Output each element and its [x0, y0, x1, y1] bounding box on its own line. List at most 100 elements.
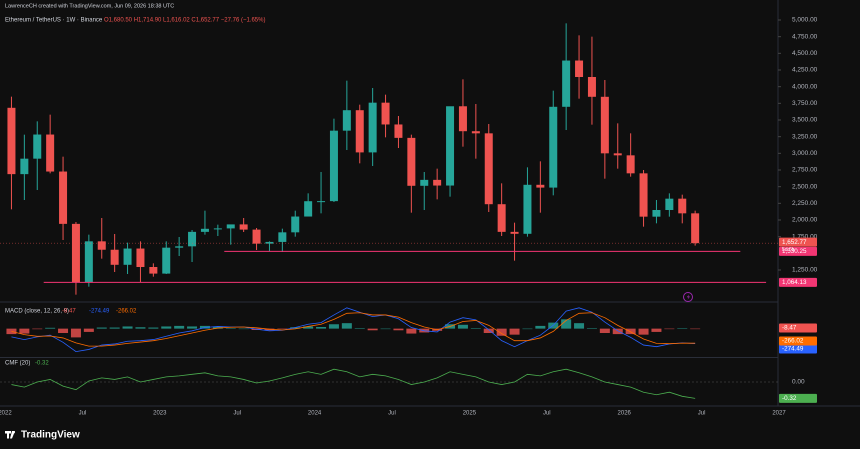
x-tick-label: Jul	[233, 411, 241, 417]
macd-legend-value: -274.49	[89, 309, 110, 315]
macd-histogram-bar	[341, 323, 352, 329]
symbol: Ethereum / TetherUS · 1W · Binance	[5, 18, 103, 24]
macd-histogram-bar	[586, 328, 597, 329]
candle-body	[484, 133, 493, 205]
macd-value-label-box	[779, 323, 817, 333]
macd-value-label: -274.49	[782, 346, 804, 353]
candle-body	[20, 158, 29, 175]
level-label: 1,064.13	[782, 279, 807, 286]
y-tick-label: 1,750.00	[792, 233, 818, 240]
candle-body	[252, 229, 261, 244]
candle-body	[329, 130, 338, 202]
macd-histogram-bar	[161, 326, 172, 329]
y-tick-label: 4,500.00	[792, 50, 818, 57]
candle-body	[304, 201, 313, 217]
candle-body	[613, 153, 622, 156]
candle-body	[239, 224, 248, 230]
macd-value-label: -8.47	[782, 325, 797, 332]
candle-body	[291, 216, 300, 233]
macd-line	[11, 312, 696, 347]
candle-body	[175, 246, 184, 248]
cmf-title: CMF (20)	[5, 361, 30, 367]
macd-histogram-bar	[45, 327, 56, 329]
macd-histogram-bar	[83, 328, 94, 332]
candle-body	[420, 179, 429, 186]
x-tick-label: Jul	[79, 411, 87, 417]
last-price-label: 1,652.77	[782, 239, 807, 246]
y-tick-label: 3,250.00	[792, 133, 818, 140]
candle-body	[433, 179, 442, 186]
event-icon[interactable]	[683, 292, 693, 302]
macd-histogram-bar	[406, 328, 417, 334]
candle-body	[162, 247, 171, 274]
macd-histogram-bar	[19, 328, 30, 334]
y-tick-label: 4,000.00	[792, 83, 818, 90]
macd-histogram-bar	[393, 328, 404, 331]
candle-body	[536, 184, 545, 188]
y-tick-label: 3,000.00	[792, 150, 818, 157]
macd-histogram-bar	[328, 324, 339, 329]
candle-body	[575, 60, 584, 77]
candle-body	[46, 134, 55, 172]
x-tick-label: 2026	[618, 411, 632, 417]
candle-body	[678, 198, 687, 214]
macd-histogram-bar	[148, 327, 159, 329]
x-tick-label: 2027	[772, 411, 786, 417]
x-tick-label: 2024	[308, 411, 322, 417]
macd-histogram-bar	[135, 327, 146, 329]
macd-histogram-bar	[690, 328, 701, 330]
macd-histogram-bar	[96, 327, 107, 329]
macd-title: MACD (close, 12, 26, 9)	[5, 309, 69, 315]
macd-histogram-bar	[380, 328, 391, 330]
candle-body	[355, 110, 364, 153]
macd-histogram-bar	[457, 324, 468, 329]
level-label-box	[779, 246, 817, 256]
macd-histogram-bar	[664, 328, 675, 330]
macd-line	[11, 307, 696, 353]
candle-body	[368, 102, 377, 153]
candle-body	[188, 231, 197, 247]
macd-histogram-bar	[290, 327, 301, 329]
macd-histogram-bar	[225, 328, 236, 329]
candle-body	[342, 110, 351, 131]
y-tick-label: 0.00	[792, 379, 805, 386]
level-label: 1,530.25	[782, 248, 807, 255]
x-tick-label: Jul	[388, 411, 396, 417]
candle-body	[691, 213, 700, 244]
candle-body	[136, 248, 145, 267]
ohlc: O1,680.50 H1,714.90 L1,616.02 C1,652.77 …	[104, 18, 265, 24]
cmf-legend-value: -0.32	[35, 361, 49, 367]
macd-histogram-bar	[58, 328, 69, 334]
x-tick-label: Jul	[543, 411, 551, 417]
macd-histogram-bar	[354, 328, 365, 329]
macd-histogram-bar	[638, 328, 649, 335]
x-tick-label: 2023	[153, 411, 167, 417]
level-label-box	[779, 277, 817, 287]
macd-histogram-bar	[277, 328, 288, 330]
candle-body	[33, 134, 42, 159]
candle-body	[549, 106, 558, 188]
cmf-value-label-box	[779, 393, 817, 403]
macd-histogram-bar	[496, 328, 507, 336]
macd-legend-value: -266.02	[116, 309, 137, 315]
candle-body	[394, 124, 403, 138]
macd-histogram-bar	[509, 328, 520, 335]
brand-logo	[5, 431, 15, 439]
macd-histogram-bar	[625, 328, 636, 335]
brand: TradingView	[21, 430, 80, 441]
candle-body	[110, 249, 119, 265]
y-tick-label: 5,000.00	[792, 17, 818, 24]
candle-body	[7, 107, 16, 175]
macd-histogram-bar	[367, 328, 378, 331]
macd-histogram-bar	[109, 327, 120, 329]
candle-body	[97, 241, 106, 250]
candle-body	[458, 106, 467, 132]
candle-body	[407, 137, 416, 186]
candle-body	[278, 232, 287, 242]
candle-body	[84, 241, 93, 283]
candle-body	[523, 184, 532, 234]
macd-histogram-bar	[303, 326, 314, 329]
candle-body	[213, 228, 222, 230]
